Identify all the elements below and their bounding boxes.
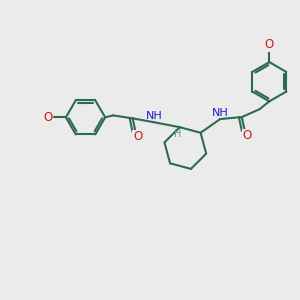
Text: NH: NH <box>212 108 229 118</box>
Text: NH: NH <box>146 111 163 122</box>
Text: O: O <box>265 38 274 51</box>
Text: H: H <box>174 129 182 139</box>
Text: O: O <box>133 130 142 143</box>
Text: O: O <box>242 129 251 142</box>
Text: O: O <box>44 111 53 124</box>
